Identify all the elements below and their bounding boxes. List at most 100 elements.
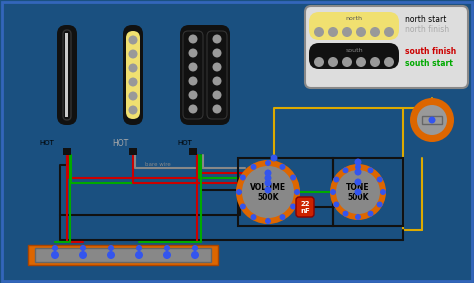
Text: north finish: north finish	[405, 25, 449, 35]
Circle shape	[128, 35, 137, 44]
Circle shape	[212, 35, 221, 44]
Circle shape	[80, 245, 86, 251]
FancyBboxPatch shape	[180, 25, 230, 125]
Circle shape	[236, 189, 242, 195]
Text: 22: 22	[300, 201, 310, 207]
FancyBboxPatch shape	[126, 31, 140, 119]
Circle shape	[330, 189, 336, 195]
FancyBboxPatch shape	[309, 12, 399, 40]
Circle shape	[355, 168, 362, 175]
Circle shape	[367, 211, 374, 217]
FancyBboxPatch shape	[309, 43, 399, 69]
Text: 500K: 500K	[257, 192, 279, 201]
Circle shape	[280, 214, 285, 220]
Text: 500K: 500K	[347, 192, 369, 201]
Text: bare wire: bare wire	[145, 162, 171, 167]
Bar	[238, 158, 333, 226]
Circle shape	[271, 155, 277, 162]
Circle shape	[240, 203, 246, 209]
Circle shape	[264, 179, 272, 186]
Circle shape	[384, 27, 394, 37]
Text: north: north	[346, 16, 363, 22]
Circle shape	[128, 78, 137, 87]
Circle shape	[189, 48, 198, 57]
Circle shape	[189, 91, 198, 100]
FancyBboxPatch shape	[207, 31, 227, 119]
Circle shape	[410, 98, 454, 142]
FancyBboxPatch shape	[63, 30, 71, 120]
Text: HOT: HOT	[39, 140, 55, 146]
Circle shape	[356, 57, 366, 67]
Bar	[189, 148, 197, 155]
Bar	[65, 33, 69, 117]
Circle shape	[380, 189, 386, 195]
Circle shape	[128, 50, 137, 59]
Circle shape	[236, 160, 300, 224]
Circle shape	[128, 106, 137, 115]
Circle shape	[128, 91, 137, 100]
FancyBboxPatch shape	[57, 25, 77, 125]
Text: south: south	[345, 48, 363, 53]
Circle shape	[367, 167, 374, 173]
Text: VOLUME: VOLUME	[250, 183, 286, 192]
FancyBboxPatch shape	[183, 31, 203, 119]
Circle shape	[384, 57, 394, 67]
Circle shape	[290, 203, 296, 209]
Circle shape	[212, 63, 221, 72]
Circle shape	[189, 104, 198, 113]
Circle shape	[333, 201, 339, 207]
Circle shape	[377, 177, 383, 183]
Circle shape	[370, 57, 380, 67]
Circle shape	[264, 175, 272, 181]
Circle shape	[355, 158, 362, 166]
Circle shape	[240, 175, 246, 181]
Circle shape	[136, 245, 142, 251]
Circle shape	[250, 214, 256, 220]
Circle shape	[328, 27, 338, 37]
Text: TONE: TONE	[346, 183, 370, 192]
Circle shape	[264, 170, 272, 177]
Circle shape	[355, 164, 361, 170]
FancyBboxPatch shape	[296, 197, 314, 217]
Circle shape	[330, 164, 386, 220]
FancyBboxPatch shape	[123, 25, 143, 125]
Circle shape	[342, 57, 352, 67]
Circle shape	[212, 104, 221, 113]
Circle shape	[265, 160, 271, 166]
Circle shape	[428, 117, 436, 123]
Circle shape	[417, 105, 447, 135]
Circle shape	[333, 177, 339, 183]
Circle shape	[108, 245, 114, 251]
Circle shape	[163, 251, 171, 259]
Text: north start: north start	[405, 14, 447, 23]
Circle shape	[343, 211, 348, 217]
Circle shape	[52, 245, 58, 251]
Circle shape	[355, 214, 361, 220]
Circle shape	[135, 251, 143, 259]
Bar	[35, 248, 211, 262]
Circle shape	[164, 245, 170, 251]
Text: south finish: south finish	[405, 48, 456, 57]
FancyBboxPatch shape	[305, 6, 468, 88]
Circle shape	[212, 76, 221, 85]
Circle shape	[377, 201, 383, 207]
Bar	[333, 158, 403, 226]
Circle shape	[290, 175, 296, 181]
Circle shape	[250, 164, 256, 170]
Circle shape	[280, 164, 285, 170]
Circle shape	[107, 251, 115, 259]
Bar	[129, 148, 137, 155]
Circle shape	[355, 188, 362, 196]
Text: HOT: HOT	[178, 140, 192, 146]
Circle shape	[328, 57, 338, 67]
Bar	[63, 148, 71, 155]
Text: HOT: HOT	[112, 138, 128, 147]
Circle shape	[189, 35, 198, 44]
Circle shape	[212, 91, 221, 100]
Circle shape	[128, 63, 137, 72]
Circle shape	[355, 179, 362, 185]
Circle shape	[189, 76, 198, 85]
Bar	[28, 245, 218, 265]
Circle shape	[314, 57, 324, 67]
Circle shape	[79, 251, 87, 259]
